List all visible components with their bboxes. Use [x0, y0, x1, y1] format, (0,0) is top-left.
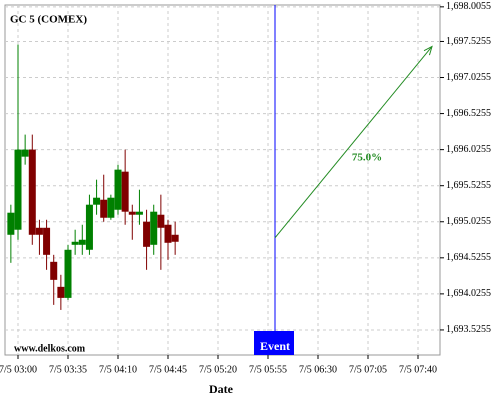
x-axis-label: Date [209, 382, 234, 396]
event-label: Event [260, 339, 290, 353]
candle-body [157, 214, 165, 228]
x-tick-label: 7/5 07:40 [399, 364, 437, 375]
candle-body [7, 212, 15, 235]
candle-body [64, 249, 72, 298]
y-tick-label: 1,697.0255 [446, 72, 491, 83]
candle-body [50, 261, 58, 280]
candle-body [28, 149, 36, 235]
candle-body [93, 197, 101, 205]
candle-body [57, 286, 65, 298]
x-tick-label: 7/5 06:30 [299, 364, 337, 375]
y-tick-label: 1,694.5255 [446, 252, 491, 263]
y-tick-label: 1,695.0255 [446, 216, 491, 227]
x-tick-label: 7/5 04:10 [99, 364, 137, 375]
candle-body [35, 227, 43, 235]
y-tick-label: 1,693.5255 [446, 324, 491, 335]
event-box [254, 331, 294, 355]
x-tick-label: 7/5 07:05 [349, 364, 387, 375]
y-tick-label: 1,695.5255 [446, 180, 491, 191]
x-tick-label: 7/5 04:45 [149, 364, 187, 375]
candle-body [150, 211, 158, 245]
marks [7, 44, 179, 310]
arrow-head [423, 45, 433, 56]
x-tick-label: 7/5 05:55 [249, 364, 287, 375]
candle-body [121, 171, 129, 212]
chart-title: GC 5 (COMEX) [10, 14, 87, 26]
candle-body [100, 199, 108, 218]
projection-arrow [274, 46, 433, 239]
y-tick-label: 1,698.0055 [446, 1, 491, 12]
x-tick-label: 7/5 05:20 [199, 364, 237, 375]
candle-body [107, 197, 115, 218]
candle-body [143, 221, 151, 247]
candle-body [21, 149, 29, 157]
y-tick-label: 1,696.0255 [446, 144, 491, 155]
projection-label: 75.0% [352, 152, 382, 164]
y-tick-label: 1,694.0255 [446, 288, 491, 299]
candle-body [171, 234, 179, 242]
x-tick-label: 7/5 03:00 [0, 364, 37, 375]
candle-body [71, 241, 79, 245]
candle-body [164, 224, 172, 243]
candle-body [128, 211, 136, 215]
candle-body [43, 227, 51, 255]
candle-body [85, 204, 93, 250]
plot-area [4, 4, 441, 356]
y-tick-label: 1,697.5255 [446, 36, 491, 47]
y-tick-label: 1,696.5255 [446, 108, 491, 119]
candle-body [114, 169, 122, 210]
watermark: www.delkos.com [14, 343, 86, 354]
candle-body [135, 211, 143, 215]
candle-body [78, 239, 86, 245]
x-tick-label: 7/5 03:35 [49, 364, 87, 375]
candle-body [14, 149, 22, 230]
